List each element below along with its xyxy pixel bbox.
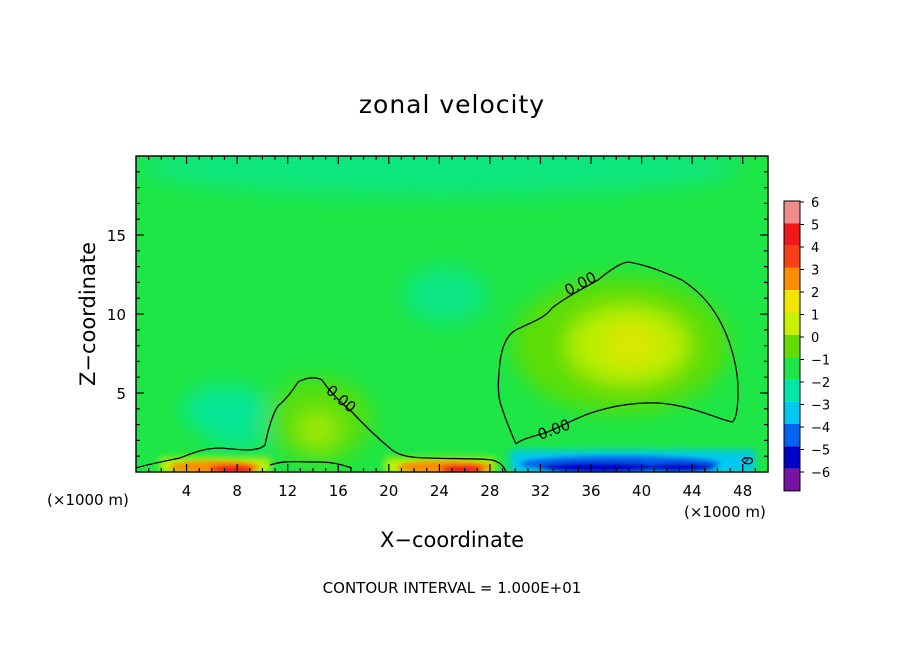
contour-zero-surface (269, 460, 353, 469)
x-axis-ticks: 4 8 12 16 20 24 28 32 36 40 44 48 (148, 156, 756, 500)
colorbar-swatch (784, 379, 800, 402)
colorbar-label: 1 (811, 309, 819, 324)
surface-return-flow-core (540, 462, 660, 472)
x-tick-label: 4 (182, 482, 192, 500)
y-axis-label: Z−coordinate (76, 242, 100, 386)
x-tick-label: 12 (278, 482, 297, 500)
colorbar-swatch (784, 223, 800, 246)
colorbar-swatch (784, 357, 800, 380)
surface-return-flow-core-2 (645, 463, 715, 471)
colorbar-swatch (784, 290, 800, 313)
x-tick-label: 24 (430, 482, 449, 500)
colorbar-label: 2 (811, 286, 819, 301)
colorbar-frame (783, 200, 801, 492)
colorbar-label: −3 (811, 399, 830, 414)
surface-jet-left-core (210, 465, 254, 472)
colorbar-label: 0 (811, 331, 819, 346)
colorbar-swatch (784, 334, 800, 358)
contour-small-loop (741, 457, 754, 465)
chart-title: zonal velocity (359, 90, 545, 119)
y-tick-label: 5 (116, 385, 126, 403)
x-unit-right: (×1000 m) (684, 503, 766, 521)
colorbar-swatch (784, 468, 800, 491)
x-unit-left: (×1000 m) (47, 491, 129, 509)
heatmap-field (136, 156, 768, 472)
x-tick-label: 48 (733, 482, 752, 500)
x-tick-label: 20 (379, 482, 398, 500)
contour-label: 2 (743, 456, 749, 467)
y-tick-label: 15 (107, 227, 126, 245)
colorbar-swatch (784, 424, 800, 447)
mid-weak-negative-region (403, 267, 487, 323)
x-tick-label: 40 (632, 482, 651, 500)
y-tick-label: 10 (107, 306, 126, 324)
colorbar-swatch (784, 245, 800, 268)
contour-lines (135, 261, 754, 473)
x-tick-label: 36 (581, 482, 600, 500)
colorbar-label: −4 (811, 421, 830, 436)
x-tick-label: 44 (683, 482, 702, 500)
x-tick-label: 8 (232, 482, 242, 500)
contour-zero-right (497, 261, 739, 445)
contour-zero-middle (135, 377, 507, 473)
colorbar-swatch (784, 201, 800, 224)
colorbar-label: 6 (811, 196, 819, 211)
x-tick-label: 16 (329, 482, 348, 500)
left-weak-negative-region (183, 385, 267, 435)
colorbar-label: −6 (811, 466, 830, 481)
colorbar-label: −5 (811, 444, 830, 459)
colorbar-label: 5 (811, 219, 819, 234)
contour-interval-note: CONTOUR INTERVAL = 1.000E+01 (323, 579, 582, 597)
colorbar-label: 4 (811, 241, 819, 256)
middle-core-region (296, 410, 340, 450)
x-tick-label: 32 (531, 482, 550, 500)
colorbar-label: −2 (811, 376, 830, 391)
colorbar-swatch (784, 312, 800, 335)
x-tick-label: 28 (480, 482, 499, 500)
colorbar-swatch (784, 267, 800, 291)
colorbar-swatch (784, 446, 800, 469)
colorbar-swatch (784, 401, 800, 424)
colorbar-label: 3 (811, 264, 819, 279)
right-inner-core-region (602, 323, 662, 367)
left-lower-negative-region (210, 428, 270, 452)
y-axis-ticks: 5 10 15 (107, 171, 768, 457)
colorbar: 6 5 4 3 2 1 0 −1 −2 −3 −4 −5 −6 (783, 196, 830, 492)
surface-jet-mid-core (440, 465, 484, 472)
colorbar-label: −1 (811, 354, 830, 369)
upper-weak-negative-region (140, 156, 740, 196)
x-axis-label: X−coordinate (380, 528, 524, 552)
